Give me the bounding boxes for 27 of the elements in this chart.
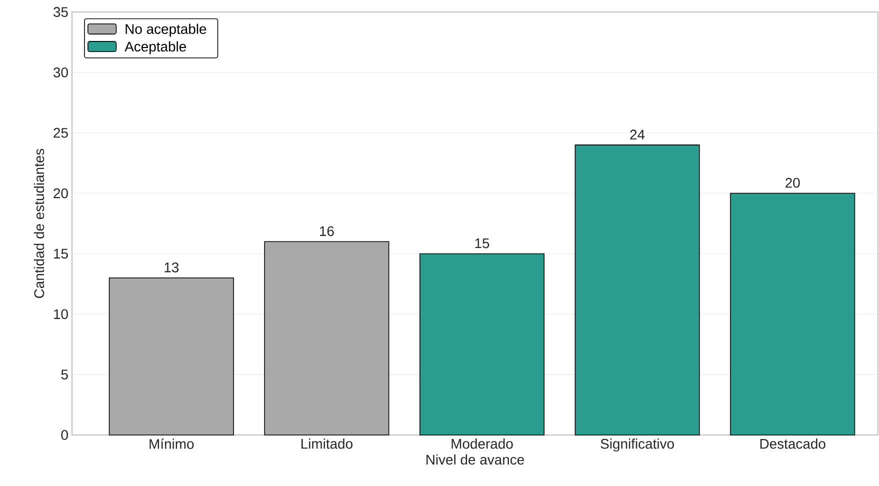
data-label: 24 (630, 130, 645, 140)
x-tick-label: Destacado (760, 438, 826, 449)
data-label: 15 (475, 238, 490, 248)
data-label: 20 (786, 178, 800, 188)
bar (730, 192, 856, 436)
y-tick-label: 10 (54, 309, 68, 320)
y-tick-label: 20 (54, 188, 68, 198)
y-tick-label: 5 (61, 370, 68, 380)
x-tick-label: Mínimo (150, 438, 194, 449)
legend-label: No aceptable (126, 24, 206, 37)
y-tick-label: 30 (53, 67, 68, 78)
x-tick-label: Significativo (600, 438, 674, 452)
bar (264, 241, 390, 436)
y-tick-label: 0 (61, 430, 68, 440)
bar (419, 253, 545, 436)
y-tick-label: 15 (54, 248, 68, 259)
y-tick-label: 35 (53, 7, 68, 17)
data-label: 13 (164, 262, 179, 272)
bar (574, 144, 700, 436)
bar (108, 277, 234, 436)
y-axis-title: Cantidad de estudiantes (34, 148, 44, 298)
x-tick-label: Limitado (301, 438, 352, 449)
data-label: 16 (320, 226, 334, 236)
y-tick-label: 25 (54, 128, 68, 138)
x-axis-title: Nivel de avance (426, 454, 524, 465)
legend-label: Aceptable (124, 41, 186, 54)
x-tick-label: Moderado (452, 438, 513, 449)
